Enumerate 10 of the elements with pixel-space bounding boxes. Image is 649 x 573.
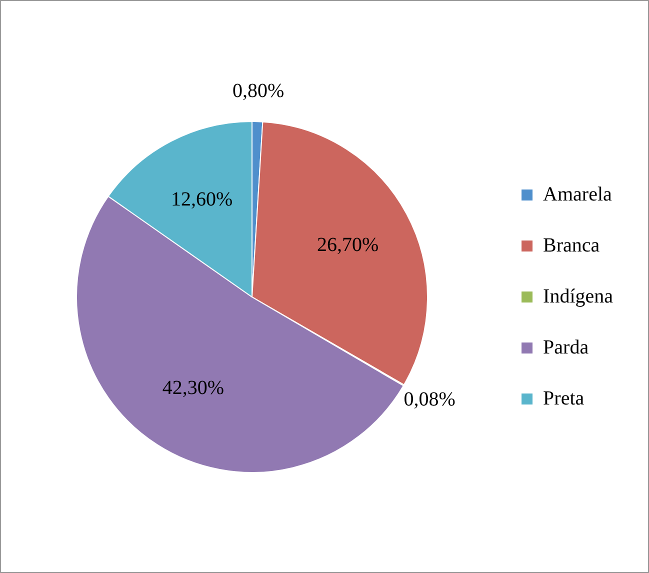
data-label: 42,30% [162, 376, 224, 399]
legend-label: Preta [543, 387, 584, 410]
legend-label: Indígena [543, 285, 614, 308]
data-label: 26,70% [317, 234, 379, 256]
data-label: 0,08% [404, 388, 456, 411]
legend-label: Amarela [543, 183, 612, 206]
data-label: 0,80% [232, 80, 284, 102]
legend-label: Branca [543, 234, 600, 256]
data-label: 12,60% [170, 188, 233, 211]
legend-label: Parda [543, 336, 589, 358]
